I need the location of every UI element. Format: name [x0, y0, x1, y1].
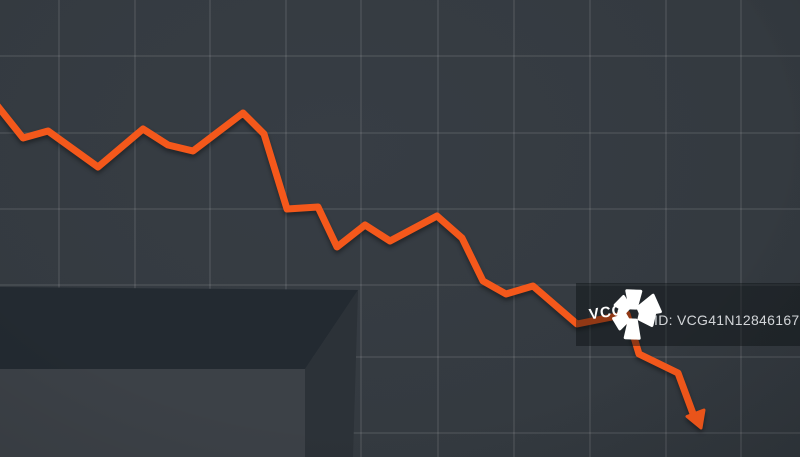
trend-line [0, 103, 706, 430]
platform-top-face [0, 287, 358, 369]
platform-side-face [305, 290, 358, 457]
trend-arrowhead-icon [685, 408, 706, 430]
image-id-label: ID: VCG41N1284616725 [654, 312, 800, 328]
vcg-starburst-icon [612, 289, 662, 340]
watermark-bar: VCG ID: VCG41N1284616725 [576, 283, 800, 346]
cliff-platform-3d [0, 287, 358, 457]
platform-front-face [0, 369, 305, 457]
